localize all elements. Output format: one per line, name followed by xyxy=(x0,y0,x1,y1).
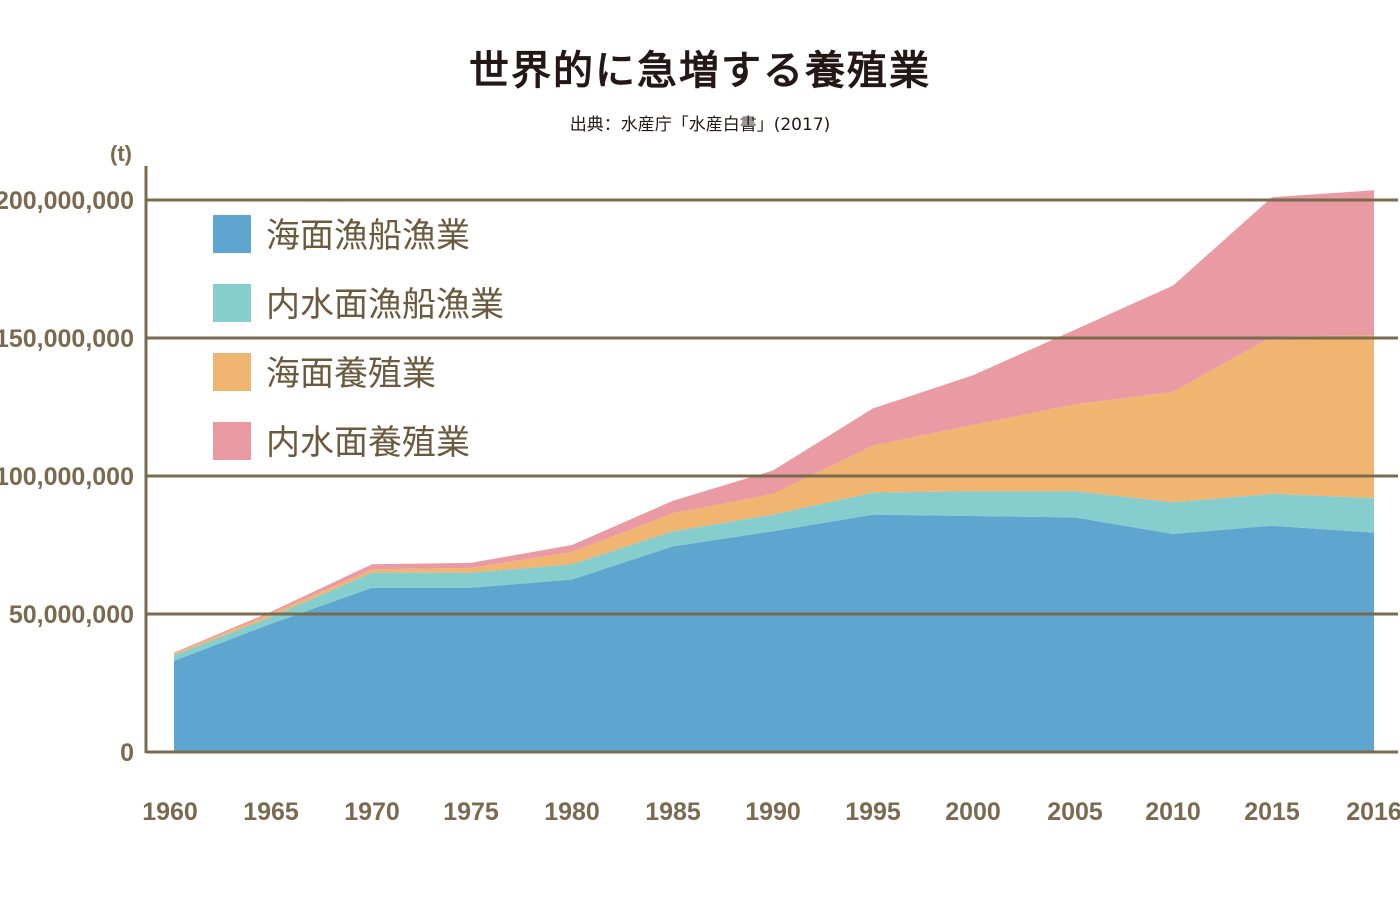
legend-label: 海面漁船漁業 xyxy=(266,216,470,256)
x-tick-label: 1980 xyxy=(544,798,600,826)
area-series-3 xyxy=(174,335,1374,656)
legend-swatch xyxy=(213,215,251,253)
y-tick-label: 50,000,000 xyxy=(9,601,134,629)
area-series-4 xyxy=(174,190,1374,654)
x-tick-label: 1960 xyxy=(142,798,198,826)
x-tick-label: 2016 xyxy=(1346,798,1400,826)
x-tick-label: 1975 xyxy=(443,798,499,826)
x-tick-label: 2010 xyxy=(1145,798,1201,826)
area-series-2 xyxy=(174,491,1374,661)
legend-label: 内水面養殖業 xyxy=(266,423,470,463)
x-tick-label: 2005 xyxy=(1047,798,1103,826)
x-tick-label: 1995 xyxy=(845,798,901,826)
y-unit-label: (t) xyxy=(110,141,132,166)
x-tick-label: 2015 xyxy=(1244,798,1300,826)
x-tick-label: 1970 xyxy=(344,798,400,826)
x-tick-label: 1965 xyxy=(243,798,299,826)
legend-swatch xyxy=(213,422,251,460)
y-tick-label: 0 xyxy=(120,739,134,767)
y-tick-label: 150,000,000 xyxy=(0,325,134,353)
legend-label: 内水面漁船漁業 xyxy=(266,285,504,325)
area-series-1 xyxy=(174,514,1374,752)
legend-label: 海面養殖業 xyxy=(266,354,436,394)
y-tick-label: 100,000,000 xyxy=(0,463,134,491)
x-tick-labels: 1960 1965 1970 1975 1980 1985 1990 1995 2000 2005… xyxy=(142,798,1400,826)
area-series-group xyxy=(174,190,1374,752)
legend-swatch xyxy=(213,284,251,322)
legend-swatch xyxy=(213,353,251,391)
x-tick-label: 1985 xyxy=(645,798,701,826)
chart-source: 出典：水産庁「水産白書」(2017) xyxy=(569,115,831,135)
x-tick-label: 2000 xyxy=(945,798,1001,826)
chart-title: 世界的に急増する養殖業 xyxy=(469,48,931,94)
y-tick-labels: 0 50,000,000 100,000,000 150,000,000 200,000… xyxy=(0,141,134,767)
x-tick-label: 1990 xyxy=(745,798,801,826)
y-tick-label: 200,000,000 xyxy=(0,187,134,215)
axes xyxy=(144,166,1398,754)
grid-lines xyxy=(146,198,1398,616)
